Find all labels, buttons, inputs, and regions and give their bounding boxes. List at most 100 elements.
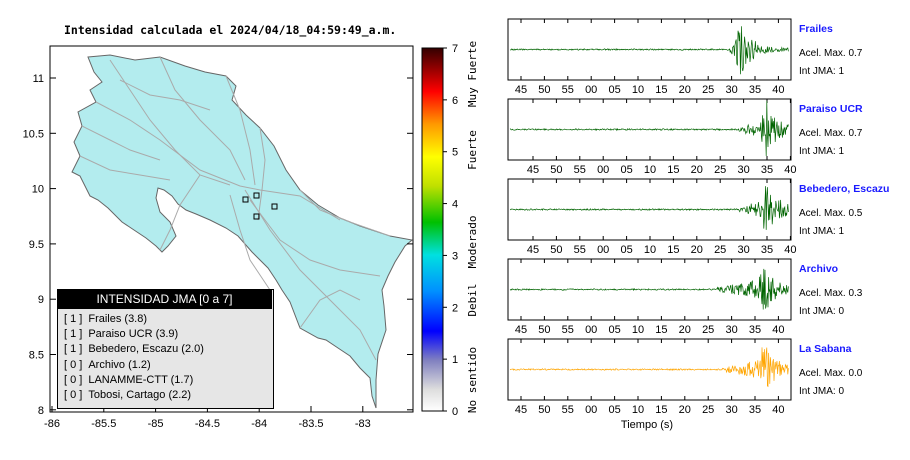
seismogram-x-tick-label: 00 xyxy=(585,84,597,96)
legend-item: [ 1 ] Bebedero, Escazu (2.0) xyxy=(64,343,204,355)
seismogram-x-tick-label: 00 xyxy=(585,324,597,336)
seismogram-x-tick-label: 25 xyxy=(714,244,726,256)
station-marker xyxy=(242,196,249,203)
map-y-tick-label: 8 xyxy=(38,405,44,417)
station-jma-intensity: Int JMA: 0 xyxy=(799,306,845,317)
seismogram-x-tick-label: 05 xyxy=(620,164,632,176)
seismogram-x-tick-label: 35 xyxy=(761,164,773,176)
time-axis-label: Tiempo (s) xyxy=(621,419,673,431)
legend-item-level: [ 0 ] xyxy=(64,389,83,401)
seismogram-x-tick-label: 50 xyxy=(550,164,562,176)
colorbar-tick-label: 4 xyxy=(452,199,458,211)
seismogram-x-tick-label: 10 xyxy=(632,324,644,336)
seismogram-x-tick-label: 10 xyxy=(644,244,656,256)
colorbar-tick-label: 0 xyxy=(452,406,458,418)
station-marker xyxy=(253,192,260,199)
legend-item-station: Tobosi, Cartago (2.2) xyxy=(88,389,192,401)
legend-item-level: [ 1 ] xyxy=(64,343,83,356)
seismogram-x-tick-label: 00 xyxy=(597,244,609,256)
seismogram-trace xyxy=(509,186,789,230)
station-marker xyxy=(253,213,260,220)
seismogram-x-tick-label: 35 xyxy=(749,84,761,96)
seismogram-x-tick-label: 40 xyxy=(784,244,796,256)
seismogram-x-tick-label: 40 xyxy=(772,404,784,416)
seismogram-x-tick-label: 40 xyxy=(772,324,784,336)
colorbar-tick-label: 1 xyxy=(452,354,458,366)
map-y-tick-label: 10 xyxy=(32,184,44,196)
seismogram-x-tick-label: 20 xyxy=(679,324,691,336)
seismogram-trace xyxy=(509,268,789,310)
map-x-tick-label: -86 xyxy=(44,418,60,430)
seismogram-trace xyxy=(509,347,789,388)
seismogram-x-tick-label: 25 xyxy=(714,164,726,176)
seismogram-x-tick-label: 30 xyxy=(737,164,749,176)
colorbar-intensity-label: No sentido xyxy=(466,347,479,413)
seismogram-x-tick-label: 45 xyxy=(527,244,539,256)
station-max-acceleration: Acel. Max. 0.7 xyxy=(799,128,863,139)
seismogram-x-tick-label: 10 xyxy=(632,84,644,96)
colorbar-intensity-label: Muy Fuerte xyxy=(466,41,479,107)
seismogram-x-tick-label: 15 xyxy=(655,84,667,96)
seismogram-x-tick-label: 25 xyxy=(702,324,714,336)
seismogram-x-tick-label: 15 xyxy=(667,244,679,256)
seismogram-x-tick-label: 30 xyxy=(725,324,737,336)
map-x-tick-label: -84.5 xyxy=(195,418,220,430)
seismogram-x-tick-label: 35 xyxy=(761,244,773,256)
map-y-tick-label: 10.5 xyxy=(23,128,44,140)
colorbar-tick-label: 6 xyxy=(452,95,458,107)
seismogram-x-tick-label: 00 xyxy=(597,164,609,176)
seismogram-x-tick-label: 05 xyxy=(608,84,620,96)
seismogram-x-tick-label: 50 xyxy=(538,404,550,416)
seismogram-x-tick-label: 45 xyxy=(515,404,527,416)
map-x-tick-label: -83 xyxy=(355,418,371,430)
seismogram-x-tick-label: 05 xyxy=(608,404,620,416)
legend-item-level: [ 1 ] xyxy=(64,313,83,325)
station-marker xyxy=(271,203,278,210)
seismogram-x-tick-label: 35 xyxy=(749,324,761,336)
seismogram-x-tick-label: 55 xyxy=(562,404,574,416)
legend-item-level: [ 0 ] xyxy=(64,358,83,371)
colorbar-intensity-label: Fuerte xyxy=(466,130,479,170)
seismogram-x-tick-label: 55 xyxy=(562,324,574,336)
legend-item-level: [ 0 ] xyxy=(64,373,83,386)
costa-rica-landmass xyxy=(71,54,414,409)
legend-item: [ 0 ] Tobosi, Cartago (2.2) xyxy=(64,389,191,401)
seismogram-x-tick-label: 30 xyxy=(737,244,749,256)
station-max-acceleration: Acel. Max. 0.7 xyxy=(799,48,863,59)
seismogram-x-tick-label: 20 xyxy=(691,244,703,256)
seismogram-x-tick-label: 10 xyxy=(632,404,644,416)
seismogram-x-tick-label: 50 xyxy=(538,324,550,336)
legend-item-station: Paraiso UCR (3.9) xyxy=(88,328,179,341)
legend-box xyxy=(57,289,274,409)
legend-item-station: Bebedero, Escazu (2.0) xyxy=(88,343,204,356)
legend-item-station: Archivo (1.2) xyxy=(88,358,151,371)
seismogram-x-tick-label: 15 xyxy=(655,404,667,416)
colorbar-intensity-label: Debil xyxy=(466,283,479,316)
seismogram-x-tick-label: 15 xyxy=(667,164,679,176)
colorbar-tick-label: 2 xyxy=(452,302,458,314)
seismogram-x-tick-label: 40 xyxy=(772,84,784,96)
legend-item: [ 1 ] Frailes (3.8) xyxy=(64,313,147,325)
station-name: La Sabana xyxy=(799,343,852,355)
legend-item-level: [ 1 ] xyxy=(64,328,83,341)
seismogram-trace xyxy=(509,26,789,75)
intensity-colorbar xyxy=(421,47,444,412)
legend-item-station: Frailes (3.8) xyxy=(88,313,148,325)
seismogram-x-tick-label: 45 xyxy=(515,324,527,336)
seismogram-x-tick-label: 45 xyxy=(515,84,527,96)
map-x-tick-label: -85 xyxy=(148,418,164,430)
station-max-acceleration: Acel. Max. 0.5 xyxy=(799,208,863,219)
station-jma-intensity: Int JMA: 1 xyxy=(799,226,845,237)
map-x-tick-label: -83.5 xyxy=(298,418,323,430)
colorbar-tick-label: 5 xyxy=(452,147,458,159)
colorbar-tick-label: 7 xyxy=(452,43,458,55)
legend-item: [ 0 ] Archivo (1.2) xyxy=(64,359,151,371)
seismogram-x-tick-label: 20 xyxy=(691,164,703,176)
seismogram-x-tick-label: 05 xyxy=(608,324,620,336)
seismogram-x-tick-label: 20 xyxy=(679,84,691,96)
seismogram-x-tick-label: 35 xyxy=(749,404,761,416)
seismogram-panels: 45 50 55 00 05 10 15 20 25 30 35 40 45 50 55 00 05 10 15 20… xyxy=(507,18,797,416)
map-y-tick-label: 9.5 xyxy=(29,239,44,251)
seismogram-x-tick-label: 50 xyxy=(538,84,550,96)
